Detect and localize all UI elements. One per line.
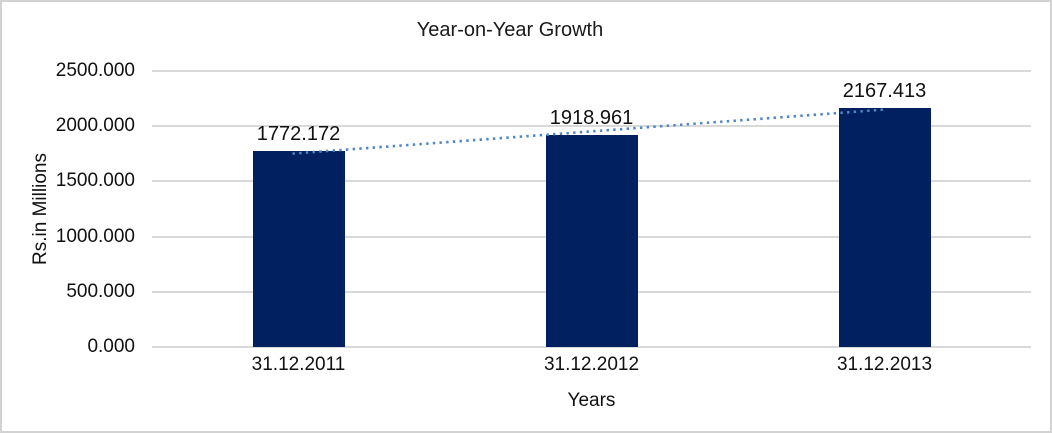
gridline <box>152 346 1031 348</box>
trendline <box>292 108 885 155</box>
plot-area: 1772.172 1918.961 2167.413 <box>152 71 1031 347</box>
trendline-line <box>292 108 885 155</box>
data-label: 1918.961 <box>549 107 634 130</box>
x-category-label: 31.12.2011 <box>251 354 346 375</box>
y-tick-label: 1500.000 <box>55 170 135 192</box>
y-tick-label: 2000.000 <box>55 115 135 137</box>
y-tick-label: 1000.000 <box>55 225 135 247</box>
y-tick-label: 2500.000 <box>55 60 135 81</box>
data-label: 2167.413 <box>842 79 927 102</box>
bar-31.12.2011 <box>252 151 345 347</box>
bar-31.12.2013 <box>838 107 931 347</box>
x-category-label: 31.12.2012 <box>543 354 640 375</box>
chart-title: Year-on-Year Growth <box>416 19 604 41</box>
y-tick-label: 0.000 <box>87 336 135 357</box>
gridline <box>152 70 1031 72</box>
x-category-label: 31.12.2013 <box>836 354 933 375</box>
y-tick-label: 500.000 <box>66 280 135 302</box>
data-label: 1772.172 <box>256 123 341 146</box>
x-axis-title: Years <box>567 390 616 411</box>
bar-31.12.2012 <box>545 135 638 347</box>
gridline <box>152 125 1031 128</box>
